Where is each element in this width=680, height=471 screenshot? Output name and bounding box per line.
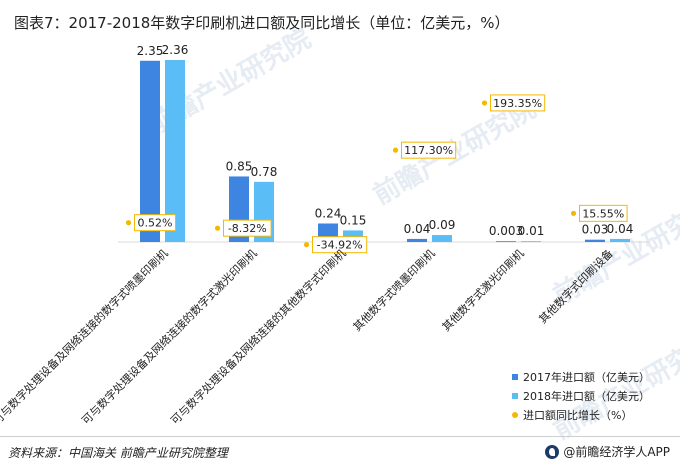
growth-label: 193.35% — [493, 97, 542, 110]
footer-divider — [0, 436, 680, 437]
growth-point — [125, 220, 132, 226]
growth-point — [214, 225, 221, 231]
watermark-text: 前瞻产业研究院 — [548, 328, 680, 446]
bar-value-label: 0.78 — [251, 165, 278, 179]
x-tick-label: 可与数字处理设备及网络连接的数字式喷墨印刷机 — [0, 246, 171, 427]
brand: @前瞻经济学人APP — [545, 443, 670, 460]
growth-label: 15.55% — [582, 207, 624, 220]
growth-point — [303, 242, 310, 248]
bar-2017 — [496, 241, 516, 242]
bar-value-label: 2.36 — [162, 43, 189, 57]
bar-value-label: 0.04 — [404, 222, 431, 236]
bar-2018 — [165, 60, 185, 242]
growth-label-box — [579, 204, 628, 222]
bar-2017 — [585, 239, 605, 242]
growth-label-box — [223, 219, 272, 237]
bar-value-label: 0.04 — [607, 222, 634, 236]
growth-point — [392, 147, 399, 153]
growth-label-box — [312, 236, 368, 254]
bar-2018 — [432, 235, 452, 242]
growth-label: -8.32% — [228, 222, 267, 235]
bar-value-label: 0.24 — [315, 206, 342, 220]
bar-value-label: 2.35 — [137, 44, 164, 58]
growth-label-box — [401, 141, 457, 159]
growth-label: 117.30% — [404, 144, 453, 157]
bar-value-label: 0.09 — [429, 218, 456, 232]
source-note: 资料来源：中国海关 前瞻产业研究院整理 — [8, 446, 228, 460]
growth-label: 0.52% — [138, 217, 173, 230]
growth-label: -34.92% — [317, 239, 363, 252]
x-tick-label: 可与数字处理设备及网络连接的其他数字式印刷机 — [168, 246, 349, 427]
bar-2017 — [407, 238, 427, 242]
bar-value-label: 0.15 — [340, 213, 367, 227]
growth-label-box — [134, 214, 176, 232]
bar-value-label: 0.85 — [226, 159, 253, 173]
growth-point — [481, 100, 488, 106]
legend-label: 2017年进口额（亿美元） — [523, 370, 650, 384]
bar-2018 — [521, 241, 541, 242]
legend-label: 进口额同比增长（%） — [523, 408, 632, 422]
chart-title: 图表7：2017-2018年数字印刷机进口额及同比增长（单位：亿美元，%） — [14, 14, 510, 32]
legend-marker — [512, 412, 518, 418]
legend-swatch — [512, 374, 518, 380]
bar-2018 — [610, 238, 630, 242]
bar-2017 — [140, 60, 160, 243]
growth-label-box — [490, 94, 546, 112]
legend: 2017年进口额（亿美元） 2018年进口额（亿美元） 进口额同比增长（%） — [512, 370, 650, 422]
brand-logo-icon — [545, 444, 560, 459]
x-tick-label: 其他数字式激光印刷机 — [439, 246, 527, 334]
brand-label: @前瞻经济学人APP — [563, 445, 670, 459]
bar-value-label: 0.03 — [582, 223, 609, 237]
bar-value-label: 0.003 — [489, 224, 523, 238]
x-tick-label: 可与数字处理设备及网络连接的数字式激光印刷机 — [79, 246, 260, 427]
bar-value-label: 0.01 — [518, 224, 545, 238]
growth-point — [570, 210, 577, 216]
x-tick-label: 其他数字式喷墨印刷机 — [350, 246, 438, 334]
legend-swatch — [512, 393, 518, 399]
legend-label: 2018年进口额（亿美元） — [523, 389, 650, 403]
